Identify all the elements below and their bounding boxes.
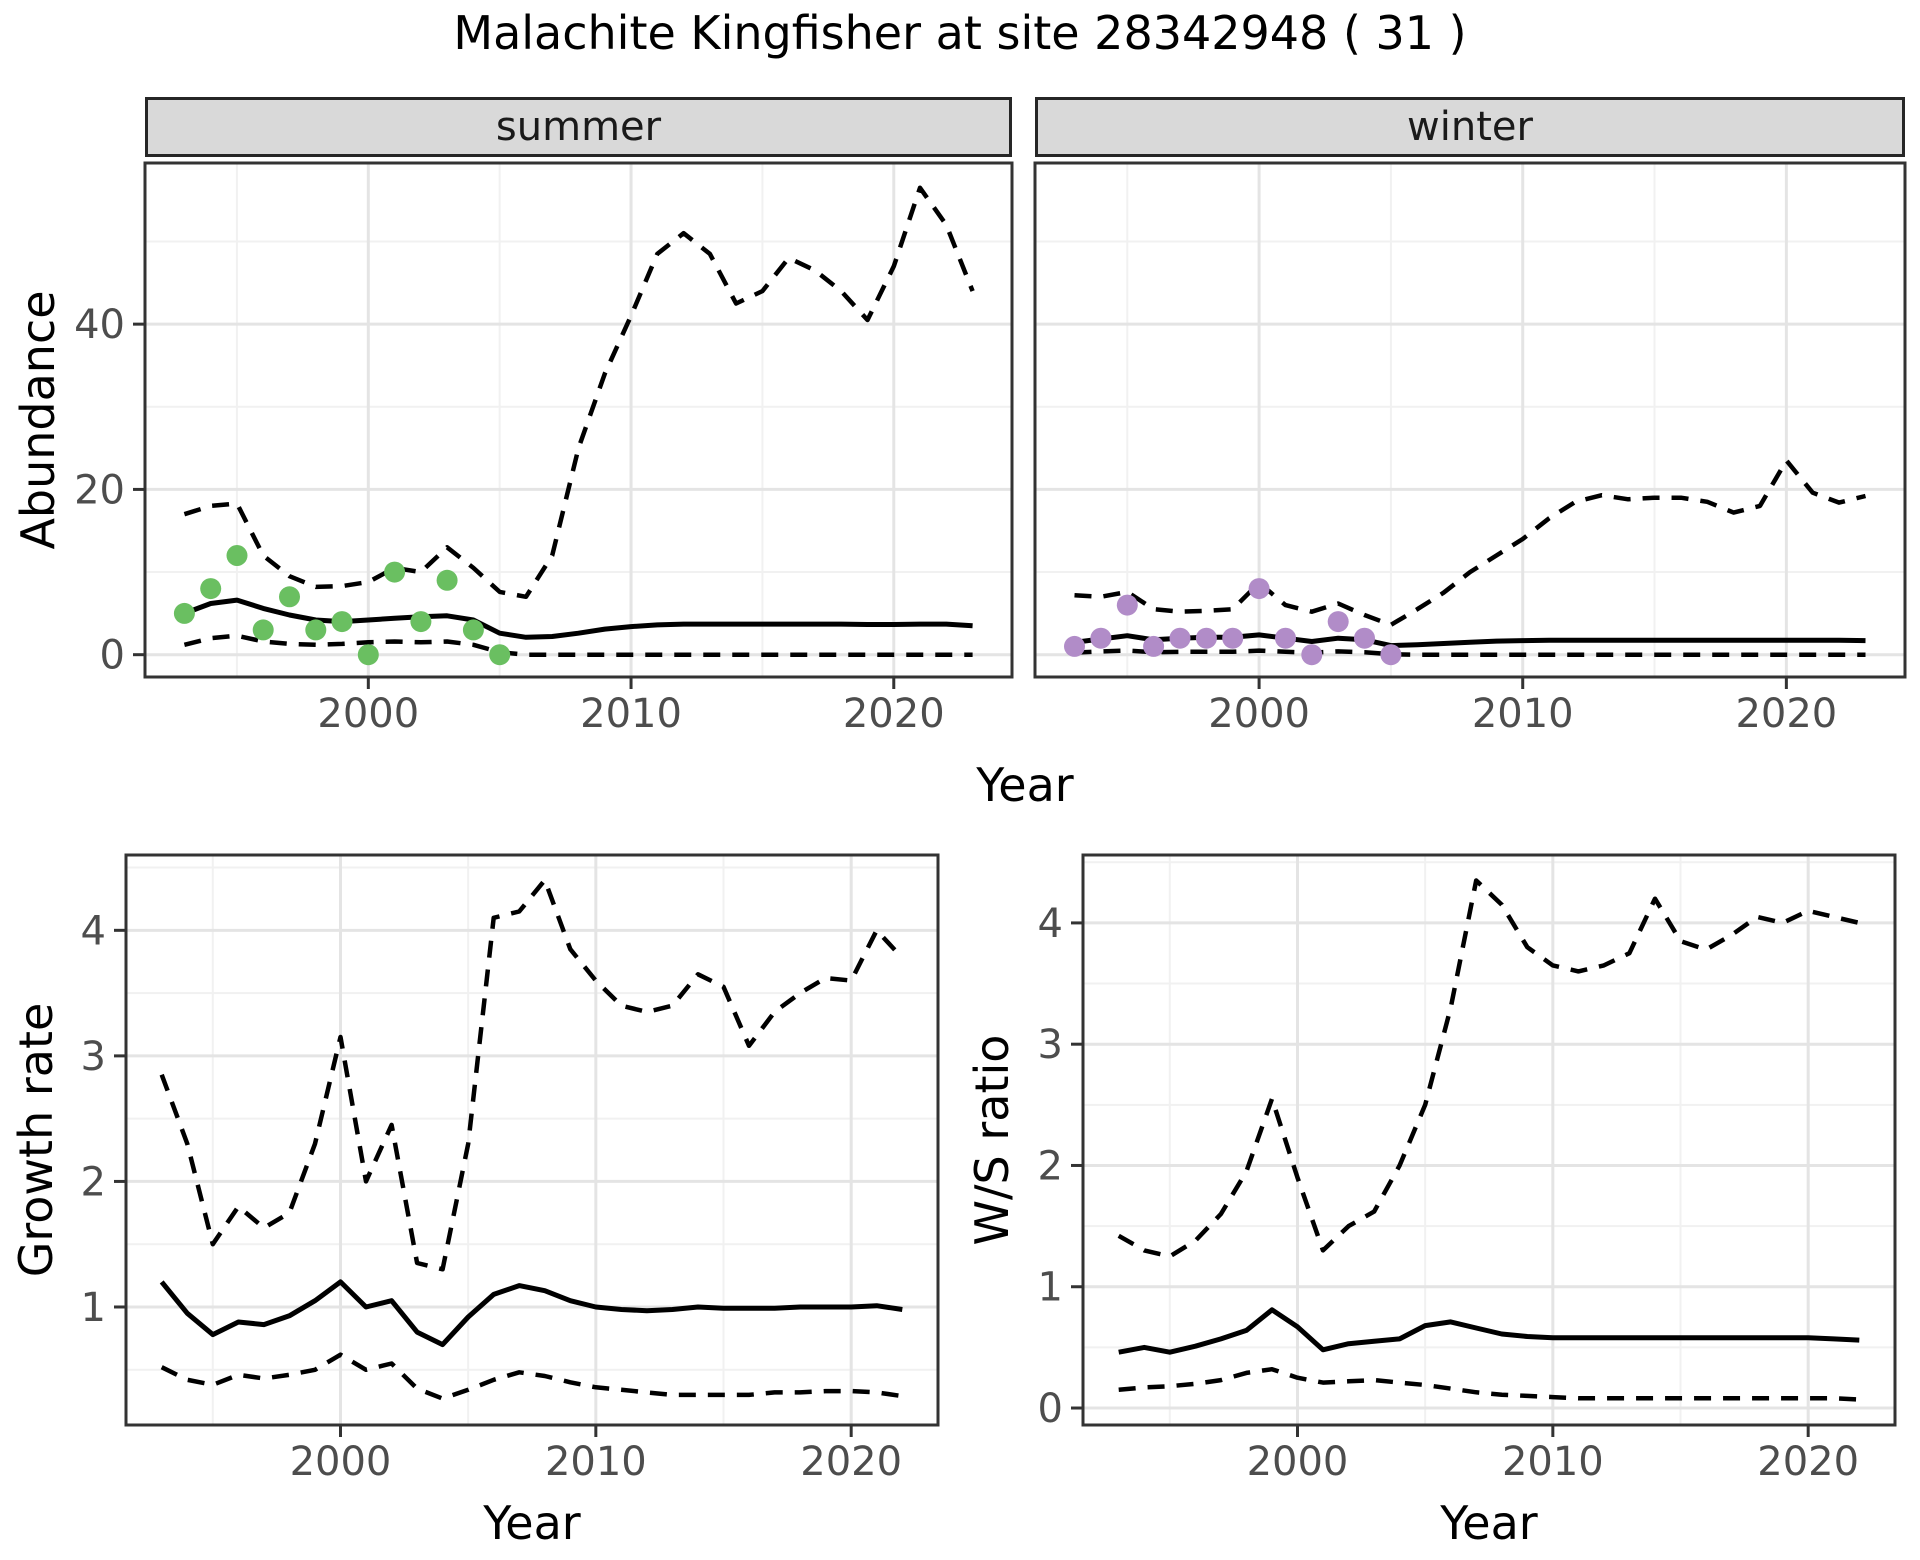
panel-ws-ratio: 2000 2010 2020 0 1 2 3 4 [1038, 853, 1897, 1485]
series-upper-credible [183, 185, 975, 600]
data-point [1116, 594, 1138, 616]
gridlines [1035, 163, 1905, 677]
data-point [1090, 627, 1112, 649]
y-tick-label: 20 [74, 467, 125, 513]
panel-abundance-summer: 2000 2010 2020 0 20 40 [74, 161, 1014, 737]
series-median [159, 1279, 903, 1348]
y-tick-label: 1 [1038, 1265, 1063, 1311]
data-point [436, 569, 458, 591]
data-point [1143, 635, 1165, 657]
y-tick-label: 2 [81, 1159, 106, 1205]
x-tick-label: 2000 [290, 1439, 392, 1485]
series-upper-credible [159, 877, 904, 1272]
data-point [1380, 644, 1402, 666]
x-axis-title-year-top: Year [976, 758, 1074, 812]
x-tick-label: 2010 [545, 1439, 647, 1485]
panel-border [143, 161, 1014, 679]
data-point [1195, 627, 1217, 649]
y-axis-title-ws-ratio: W/S ratio [965, 1034, 1019, 1246]
panel-abundance-winter: 2000 2010 2020 [1033, 161, 1907, 737]
y-tick-label: 40 [74, 302, 125, 348]
series-median [1074, 632, 1866, 649]
panel-border [124, 853, 940, 1427]
x-tick-label: 2020 [800, 1439, 902, 1485]
panel-border [1081, 853, 1897, 1427]
axis-ticks: 2000 2010 2020 0 1 2 3 4 [1038, 901, 1860, 1485]
observed-points [1064, 578, 1402, 666]
axis-ticks: 2000 2010 2020 1 2 3 4 [81, 908, 903, 1485]
y-tick-label: 0 [100, 633, 125, 679]
data-point [1248, 578, 1270, 600]
x-tick-label: 2000 [317, 691, 419, 737]
x-tick-label: 2010 [1502, 1439, 1604, 1485]
data-point [489, 644, 511, 666]
series-upper-credible [1074, 458, 1867, 628]
facet-strip-winter-label: winter [1407, 104, 1533, 150]
y-tick-label: 3 [81, 1034, 106, 1080]
y-tick-label: 0 [1038, 1386, 1063, 1432]
axis-ticks: 2000 2010 2020 [1208, 677, 1837, 737]
y-axis-title-abundance: Abundance [11, 290, 65, 550]
gridlines [1083, 855, 1895, 1425]
data-point [1354, 627, 1375, 649]
data-point [226, 545, 248, 566]
chart-title: Malachite Kingfisher at site 28342948 ( … [453, 6, 1467, 60]
y-tick-label: 4 [1038, 901, 1063, 947]
data-point [357, 644, 379, 666]
x-axis-title-year-growth: Year [483, 1496, 581, 1550]
data-point [1064, 635, 1085, 657]
facet-strip-summer-label: summer [495, 104, 662, 150]
facet-strip-winter: winter [1035, 97, 1905, 157]
series-lower-credible [183, 633, 973, 657]
data-point [305, 619, 327, 641]
gridlines [145, 163, 1012, 677]
data-point [331, 611, 353, 633]
data-point [173, 602, 195, 624]
series-lower-credible [1074, 648, 1866, 657]
series-lower-credible [1118, 1366, 1860, 1402]
data-point [1169, 627, 1191, 649]
x-tick-label: 2020 [1757, 1439, 1859, 1485]
x-tick-label: 2020 [1735, 691, 1837, 737]
data-point [462, 619, 484, 641]
data-point [279, 586, 300, 608]
axis-ticks: 2000 2010 2020 0 20 40 [74, 302, 945, 737]
data-point [1222, 627, 1244, 649]
facet-strip-summer: summer [145, 97, 1012, 157]
data-point [1301, 644, 1323, 666]
series-lower-credible [160, 1352, 903, 1401]
data-point [252, 619, 274, 641]
gridlines [126, 855, 938, 1425]
panel-border [1033, 161, 1907, 679]
y-tick-label: 4 [81, 908, 106, 954]
observed-points [173, 545, 511, 666]
data-point [1275, 627, 1296, 649]
data-point [410, 611, 432, 633]
x-tick-label: 2000 [1247, 1439, 1349, 1485]
series-median [1118, 1307, 1860, 1355]
series-upper-credible [1117, 878, 1860, 1259]
y-axis-title-growth-rate: Growth rate [9, 1002, 63, 1278]
y-tick-label: 2 [1038, 1143, 1063, 1189]
y-tick-label: 3 [1038, 1022, 1063, 1068]
series-median [183, 597, 973, 640]
data-point [200, 578, 222, 600]
y-tick-label: 1 [81, 1285, 106, 1331]
x-tick-label: 2020 [843, 691, 945, 737]
data-point [1327, 611, 1349, 633]
x-axis-title-year-ws: Year [1440, 1496, 1538, 1550]
data-point [384, 561, 406, 583]
x-tick-label: 2010 [580, 691, 682, 737]
x-tick-label: 2010 [1472, 691, 1574, 737]
panel-growth-rate: 2000 2010 2020 1 2 3 4 [81, 853, 940, 1485]
x-tick-label: 2000 [1208, 691, 1310, 737]
